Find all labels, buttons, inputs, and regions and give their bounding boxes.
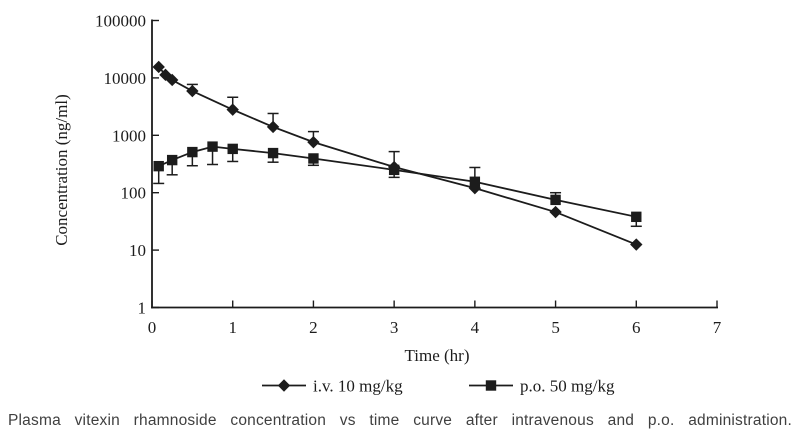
legend-item-po: p.o. 50 mg/kg bbox=[469, 377, 615, 396]
data-point-marker bbox=[266, 120, 280, 134]
series-iv bbox=[152, 60, 643, 251]
data-point-marker bbox=[166, 154, 178, 166]
data-point-marker bbox=[153, 160, 164, 172]
y-tick-label: 1000 bbox=[112, 126, 146, 145]
x-tick-label: 0 bbox=[148, 318, 157, 337]
series-po bbox=[153, 141, 642, 228]
x-tick-label: 1 bbox=[228, 318, 237, 337]
data-point-marker bbox=[165, 73, 179, 87]
x-tick-label: 6 bbox=[632, 318, 641, 337]
data-point-marker bbox=[307, 135, 320, 149]
data-point-marker bbox=[469, 176, 481, 187]
legend-diamond-icon bbox=[277, 379, 291, 392]
figure-caption: Plasma vitexin rhamnoside concentration … bbox=[8, 412, 792, 429]
y-tick-label: 100 bbox=[121, 184, 147, 203]
x-tick-label: 7 bbox=[713, 318, 722, 337]
series-line-po bbox=[158, 145, 637, 218]
data-point-marker bbox=[267, 147, 279, 159]
legend-label: i.v. 10 mg/kg bbox=[313, 377, 403, 396]
data-point-marker bbox=[207, 141, 218, 152]
legend-square-icon bbox=[485, 380, 497, 391]
data-point-marker bbox=[550, 194, 561, 206]
y-tick-label: 1 bbox=[138, 299, 147, 318]
data-point-marker bbox=[227, 143, 238, 155]
y-tick-label: 10000 bbox=[104, 69, 147, 88]
data-point-marker bbox=[549, 205, 562, 219]
y-tick-label: 10 bbox=[129, 241, 146, 260]
x-axis-title: Time (hr) bbox=[404, 346, 469, 365]
y-tick-label: 100000 bbox=[95, 12, 146, 31]
y-axis-title: Concentration (ng/ml) bbox=[52, 94, 71, 246]
data-point-marker bbox=[308, 153, 319, 164]
data-point-marker bbox=[630, 238, 643, 251]
x-tick-label: 4 bbox=[471, 318, 480, 337]
data-point-marker bbox=[631, 211, 642, 223]
data-point-marker bbox=[187, 146, 198, 158]
legend: i.v. 10 mg/kg p.o. 50 mg/kg bbox=[262, 377, 615, 396]
series-line-iv bbox=[158, 66, 637, 246]
x-tick-label: 2 bbox=[309, 318, 318, 337]
data-point-marker bbox=[152, 60, 165, 74]
x-tick-label: 3 bbox=[390, 318, 399, 337]
data-point-marker bbox=[159, 68, 172, 82]
axes bbox=[151, 19, 718, 309]
legend-label: p.o. 50 mg/kg bbox=[520, 377, 615, 396]
data-point-marker bbox=[388, 164, 400, 176]
data-point-marker bbox=[226, 103, 239, 116]
legend-item-iv: i.v. 10 mg/kg bbox=[262, 377, 403, 396]
x-tick-label: 5 bbox=[551, 318, 560, 337]
data-point-marker bbox=[186, 84, 199, 98]
